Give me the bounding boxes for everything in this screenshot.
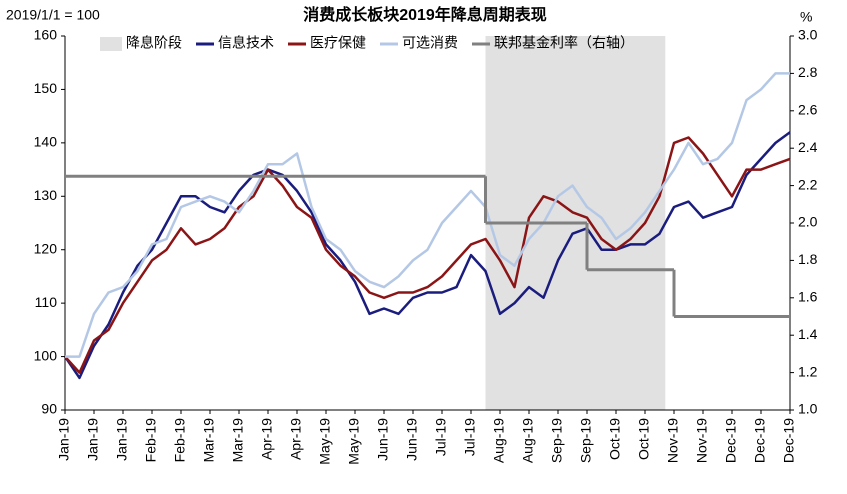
x-tick-label: Apr-19: [259, 418, 275, 460]
x-tick-label: Mar-19: [230, 418, 246, 463]
x-tick-label: Oct-19: [607, 418, 623, 460]
x-tick-label: Dec-19: [723, 418, 739, 463]
x-tick-label: Jan-19: [114, 418, 130, 461]
y2-tick-label: 2.4: [798, 139, 818, 155]
x-tick-label: Jan-19: [85, 418, 101, 461]
y-tick-label: 120: [34, 240, 58, 256]
x-tick-label: Jan-19: [56, 418, 72, 461]
y-tick-label: 140: [34, 134, 58, 150]
series-line: [63, 131, 791, 380]
y-tick-label: 100: [34, 347, 58, 363]
x-tick-label: Aug-19: [491, 418, 507, 463]
y2-tick-label: 2.2: [798, 176, 818, 192]
y2-tick-label: 2.0: [798, 214, 818, 230]
y-tick-label: 150: [34, 80, 58, 96]
x-tick-label: Jun-19: [375, 418, 391, 461]
legend-label: 信息技术: [218, 35, 274, 51]
x-tick-label: Jun-19: [404, 418, 420, 461]
y2-tick-label: 1.4: [798, 326, 818, 342]
legend-label: 降息阶段: [126, 35, 182, 51]
y2-tick-label: 3.0: [798, 27, 818, 43]
x-tick-label: Feb-19: [172, 418, 188, 463]
x-tick-label: Nov-19: [665, 418, 681, 463]
x-tick-label: Feb-19: [143, 418, 159, 463]
y-tick-label: 160: [34, 27, 58, 43]
x-tick-label: Jul-19: [462, 418, 478, 456]
legend-swatch: [100, 37, 122, 51]
x-tick-label: Apr-19: [288, 418, 304, 460]
series-line: [65, 72, 790, 358]
y2-tick-label: 1.0: [798, 401, 818, 417]
legend-label: 联邦基金利率（右轴）: [494, 35, 634, 51]
y2-tick-label: 1.8: [798, 251, 818, 267]
x-tick-label: Dec-19: [752, 418, 768, 463]
x-tick-label: Sep-19: [549, 418, 565, 463]
y2-tick-label: 1.2: [798, 363, 818, 379]
x-tick-label: Oct-19: [636, 418, 652, 460]
chart-title: 消费成长板块2019年降息周期表现: [303, 5, 547, 24]
x-tick-label: Dec-19: [781, 418, 797, 463]
y2-tick-label: 2.6: [798, 102, 818, 118]
y-tick-label: 110: [35, 294, 58, 310]
x-tick-label: May-19: [346, 418, 362, 465]
x-tick-label: Aug-19: [520, 418, 536, 463]
y-tick-label: 90: [41, 401, 57, 417]
x-tick-label: Nov-19: [694, 418, 710, 463]
legend-label: 医疗保健: [310, 35, 366, 51]
y-tick-label: 130: [34, 187, 58, 203]
x-tick-label: Jul-19: [433, 418, 449, 456]
annotation: %: [800, 9, 812, 25]
annotation: 2019/1/1 = 100: [6, 7, 100, 23]
x-tick-label: Sep-19: [578, 418, 594, 463]
x-tick-label: Mar-19: [201, 418, 217, 463]
x-tick-label: May-19: [317, 418, 333, 465]
y2-tick-label: 1.6: [798, 289, 818, 305]
y2-tick-label: 2.8: [798, 64, 818, 80]
series-line: [64, 136, 791, 374]
legend-label: 可选消费: [402, 35, 458, 51]
